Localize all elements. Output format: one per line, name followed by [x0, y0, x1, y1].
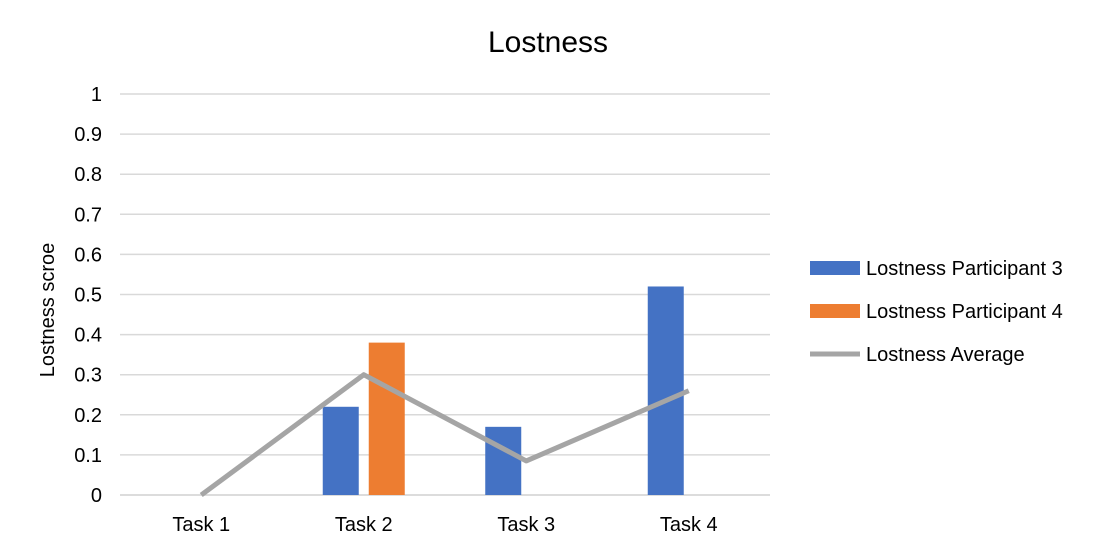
- y-tick-label: 1: [91, 84, 102, 106]
- y-tick-label: 0.9: [74, 124, 102, 146]
- bar: [485, 426, 522, 495]
- legend-label: Lostness Average: [866, 344, 1025, 366]
- y-tick-label: 0.1: [74, 445, 102, 467]
- legend-label: Lostness Participant 3: [866, 258, 1063, 280]
- y-tick-label: 0.8: [74, 164, 102, 186]
- y-tick-label: 0.5: [74, 285, 102, 307]
- y-tick-label: 0.6: [74, 244, 102, 266]
- x-tick-label: Task 3: [497, 514, 555, 536]
- legend-swatch: [810, 304, 860, 318]
- legend-label: Lostness Participant 4: [866, 301, 1063, 323]
- y-tick-label: 0.3: [74, 365, 102, 387]
- x-tick-labels: Task 1 Task 2 Task 3 Task 4: [172, 514, 717, 536]
- bar: [368, 342, 405, 495]
- y-tick-label: 0: [91, 485, 102, 507]
- legend: Lostness Participant 3 Lostness Participa…: [810, 258, 1063, 366]
- bar: [322, 406, 359, 495]
- y-tick-labels: 0 0.1 0.2 0.3 0.4 0.5 0.6 0.7 0.8 0.9 1: [74, 84, 102, 507]
- bars: [322, 286, 684, 495]
- series-line: [199, 372, 690, 498]
- chart-title: Lostness: [488, 26, 608, 59]
- x-tick-label: Task 2: [335, 514, 393, 536]
- y-tick-label: 0.7: [74, 204, 102, 226]
- y-axis-label: Lostness scroe: [37, 243, 59, 378]
- gridlines: [120, 93, 770, 496]
- y-tick-label: 0.4: [74, 325, 102, 347]
- bar: [647, 286, 684, 495]
- average-line: [199, 372, 690, 498]
- y-tick-label: 0.2: [74, 405, 102, 427]
- x-tick-label: Task 1: [172, 514, 230, 536]
- legend-swatch: [810, 261, 860, 275]
- x-tick-label: Task 4: [660, 514, 718, 536]
